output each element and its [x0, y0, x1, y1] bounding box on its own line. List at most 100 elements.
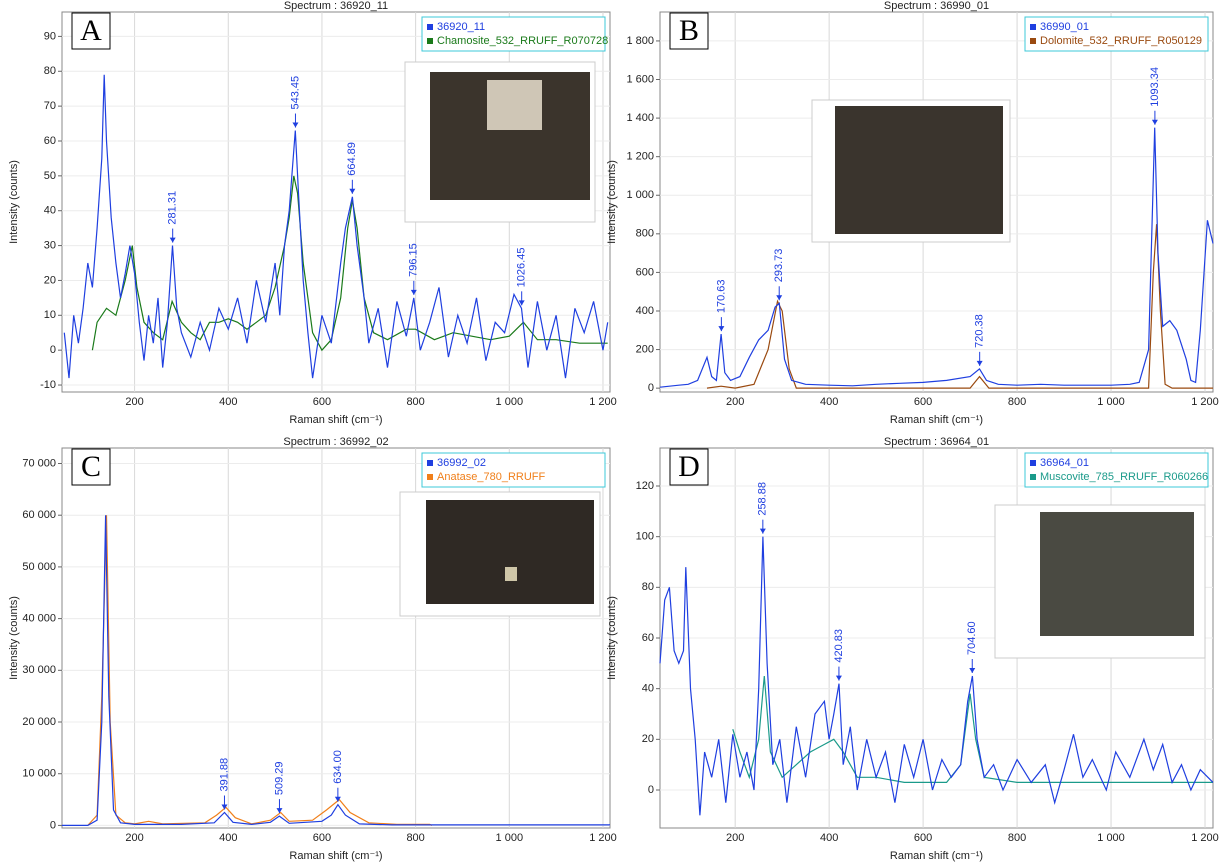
peak-arrowhead [410, 289, 417, 295]
legend-swatch [427, 474, 433, 480]
spectrum-line [659, 127, 1214, 388]
x-tick-label: 600 [914, 832, 932, 844]
y-axis-label: Intensity (counts) [8, 160, 20, 244]
y-tick-label: 60 [44, 135, 56, 147]
y-tick-label: 40 000 [22, 613, 56, 625]
peak-label: 634.00 [332, 750, 344, 784]
y-tick-label: 120 [636, 480, 654, 492]
y-tick-label: 30 [44, 239, 56, 251]
peak-arrowhead [334, 796, 341, 802]
inset-images [399, 61, 1206, 659]
y-axis-label: Intensity (counts) [606, 596, 618, 680]
y-tick-label: 50 [44, 170, 56, 182]
inset-grain [487, 80, 542, 130]
panel-label: D [678, 450, 700, 483]
y-tick-label: 80 [44, 65, 56, 77]
y-tick-label: 10 [44, 309, 56, 321]
y-tick-label: 1 200 [626, 151, 654, 163]
y-axis-label: Intensity (counts) [606, 160, 618, 244]
x-tick-label: 1 200 [589, 396, 617, 408]
x-tick-label: 200 [726, 832, 744, 844]
y-tick-label: 70 [44, 100, 56, 112]
x-axis-label: Raman shift (cm⁻¹) [289, 414, 382, 426]
peak-label: 420.83 [833, 629, 845, 663]
chart-title: Spectrum : 36992_02 [283, 436, 388, 448]
legend-swatch [1030, 474, 1036, 480]
x-tick-label: 800 [406, 396, 424, 408]
peak-arrowhead [276, 808, 283, 814]
peak-label: 704.60 [966, 621, 978, 655]
peak-label: 258.88 [757, 482, 769, 516]
y-tick-label: 1 400 [626, 112, 654, 124]
peak-label: 543.45 [289, 76, 301, 110]
y-tick-label: 1 600 [626, 73, 654, 85]
charts: 200 400 600 800 1 000 1 200-10010203040506070… [8, 0, 1219, 862]
panel-label-box [71, 448, 111, 486]
y-tick-label: 0 [50, 344, 56, 356]
legend-label: Chamosite_532_RRUFF_R070728 [437, 35, 608, 47]
x-axis-label: Raman shift (cm⁻¹) [289, 850, 382, 862]
inset-image [1040, 512, 1194, 636]
peak-arrowhead [776, 295, 783, 301]
legend-label: Anatase_780_RRUFF [437, 471, 546, 483]
spectrum-line [659, 536, 1214, 816]
x-axis-label: Raman shift (cm⁻¹) [890, 850, 983, 862]
panel-label-box [71, 12, 111, 50]
peak-label: 293.73 [773, 249, 785, 283]
peak-label: 509.29 [273, 761, 285, 795]
peak-label: 664.89 [346, 142, 358, 176]
peak-label: 1093.34 [1149, 67, 1161, 107]
y-tick-label: -10 [40, 379, 56, 391]
y-tick-label: 30 000 [22, 664, 56, 676]
x-tick-label: 600 [313, 396, 331, 408]
panel-label: B [679, 14, 699, 47]
legend-label: Muscovite_785_RRUFF_R060266 [1040, 471, 1208, 483]
legend-label: Dolomite_532_RRUFF_R050129 [1040, 35, 1202, 47]
peak-arrowhead [169, 237, 176, 243]
peak-arrowhead [349, 188, 356, 194]
x-tick-label: 600 [313, 832, 331, 844]
legend-box [421, 16, 606, 52]
x-tick-label: 200 [726, 396, 744, 408]
spectrum-line [732, 675, 1213, 783]
legend-box [1024, 16, 1209, 52]
spectrum-line [91, 175, 608, 352]
spectrum-line [87, 515, 433, 826]
x-tick-label: 1 200 [1191, 832, 1219, 844]
y-tick-label: 20 [642, 733, 654, 745]
x-tick-label: 1 000 [496, 396, 524, 408]
legend-swatch [427, 460, 433, 466]
x-tick-label: 400 [820, 832, 838, 844]
peak-arrowhead [759, 528, 766, 534]
peak-label: 796.15 [408, 243, 420, 277]
legend-swatch [427, 38, 433, 44]
y-tick-label: 90 [44, 30, 56, 42]
peak-arrowhead [221, 804, 228, 810]
x-tick-label: 1 200 [589, 832, 617, 844]
x-tick-label: 800 [1008, 832, 1026, 844]
y-tick-label: 1 000 [626, 189, 654, 201]
y-tick-label: 800 [636, 228, 654, 240]
legend-box [1024, 452, 1209, 488]
legend-swatch [1030, 24, 1036, 30]
y-tick-label: 1 800 [626, 35, 654, 47]
peak-arrowhead [835, 675, 842, 681]
legend-label: 36920_11 [437, 21, 485, 33]
inset-image [426, 500, 594, 604]
peak-arrowhead [292, 122, 299, 128]
chart-title: Spectrum : 36920_11 [284, 0, 388, 12]
x-tick-label: 1 200 [1191, 396, 1219, 408]
y-tick-label: 80 [642, 581, 654, 593]
y-tick-label: 100 [636, 531, 654, 543]
peak-arrowhead [976, 360, 983, 366]
x-tick-label: 800 [406, 832, 424, 844]
spectrum-line [706, 224, 1213, 389]
x-axis-label: Raman shift (cm⁻¹) [890, 414, 983, 426]
x-tick-label: 400 [219, 396, 237, 408]
legend-swatch [1030, 38, 1036, 44]
peak-label: 170.63 [715, 279, 727, 313]
panel-label: C [81, 450, 101, 483]
spectrum-line [62, 515, 610, 826]
panel-label-box [669, 12, 709, 50]
